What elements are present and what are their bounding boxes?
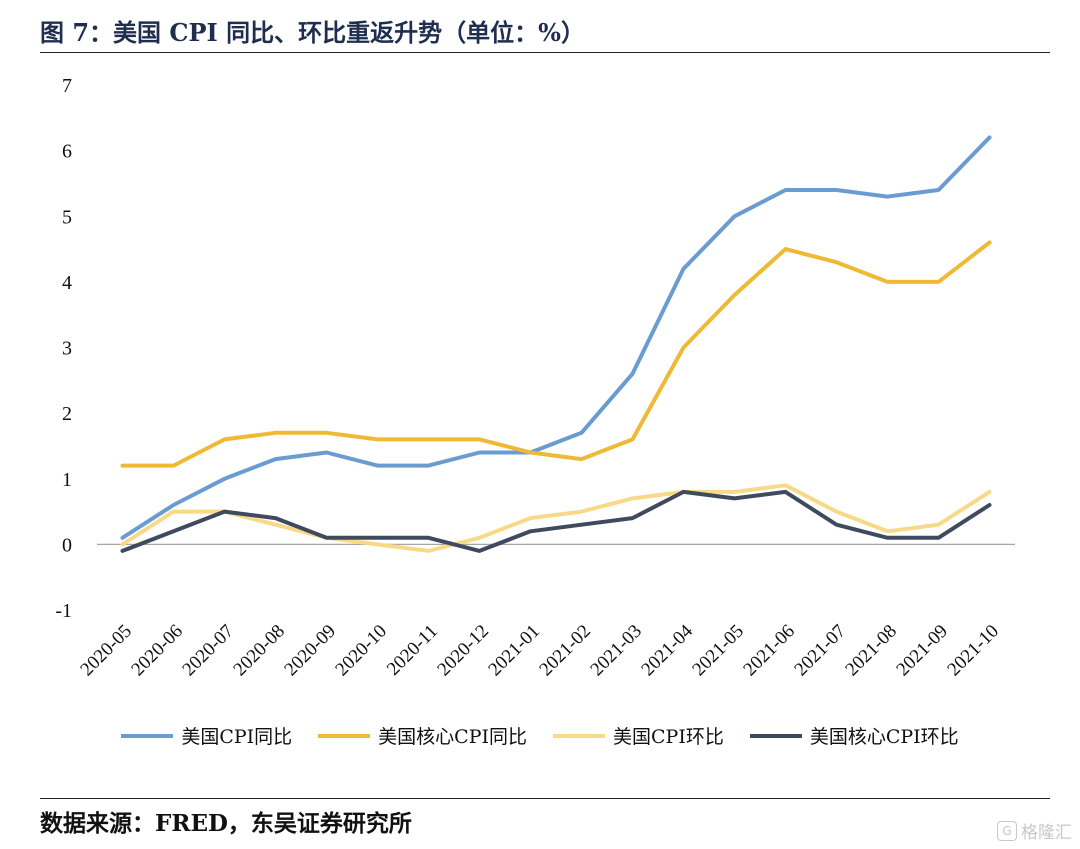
legend-label: 美国CPI环比 (613, 726, 724, 748)
x-tick-label: 2020-09 (280, 621, 340, 681)
x-tick-label: 2021-06 (739, 621, 799, 681)
legend-item: 美国CPI同比 (121, 722, 292, 749)
legend-label: 美国核心CPI环比 (809, 726, 959, 748)
y-tick-label: -1 (55, 600, 72, 622)
y-tick-label: 3 (62, 338, 72, 360)
legend-label: 美国核心CPI同比 (378, 726, 527, 748)
title-rule (40, 52, 1050, 53)
line-chart: -1012345672020-052020-062020-072020-0820… (55, 75, 1015, 681)
x-tick-label: 2021-05 (688, 621, 748, 681)
legend-swatch (121, 733, 174, 738)
x-tick-label: 2020-07 (178, 621, 238, 681)
x-tick-label: 2020-05 (76, 621, 136, 681)
x-tick-label: 2020-10 (331, 621, 391, 681)
x-tick-label: 2021-10 (943, 621, 1003, 681)
x-tick-label: 2021-01 (484, 621, 544, 681)
series-line-3 (120, 483, 992, 553)
legend-swatch (749, 733, 802, 738)
source-note: 数据来源：FRED，东吴证券研究所 (40, 810, 412, 837)
x-tick-label: 2021-07 (790, 621, 850, 681)
watermark-text: 格隆汇 (1021, 823, 1072, 843)
x-tick-label: 2020-06 (127, 621, 187, 681)
legend-item: 美国核心CPI环比 (749, 722, 959, 749)
y-tick-label: 2 (62, 403, 72, 425)
x-tick-label: 2021-02 (535, 621, 595, 681)
y-tick-label: 4 (62, 272, 72, 294)
x-tick-label: 2020-08 (229, 621, 289, 681)
series-line-1 (120, 135, 992, 540)
figure-title: 图 7：美国 CPI 同比、环比重返升势（单位：%） (40, 18, 585, 47)
y-tick-label: 0 (62, 534, 72, 556)
x-tick-label: 2021-04 (637, 620, 697, 680)
legend-label: 美国CPI同比 (181, 726, 293, 748)
watermark-logo-icon: G (997, 820, 1017, 841)
y-tick-label: 6 (62, 141, 72, 163)
x-tick-label: 2021-03 (586, 621, 646, 681)
legend-item: 美国核心CPI同比 (318, 722, 527, 749)
x-tick-label: 2020-11 (383, 621, 442, 680)
watermark: G 格隆汇 (997, 818, 1072, 843)
y-tick-label: 1 (62, 469, 72, 491)
x-tick-label: 2020-12 (433, 621, 493, 681)
x-tick-label: 2021-08 (841, 621, 901, 681)
x-tick-label: 2021-09 (892, 621, 952, 681)
y-tick-label: 5 (62, 206, 72, 228)
legend-swatch (318, 733, 371, 738)
legend-swatch (553, 733, 605, 738)
series-line-2 (120, 240, 992, 468)
series-line-4 (120, 489, 992, 553)
chart-legend: 美国CPI同比 美国核心CPI同比 美国CPI环比 美国核心CPI环比 (0, 722, 1080, 749)
legend-item: 美国CPI环比 (553, 722, 724, 749)
y-tick-label: 7 (62, 75, 72, 97)
source-rule (40, 798, 1050, 799)
